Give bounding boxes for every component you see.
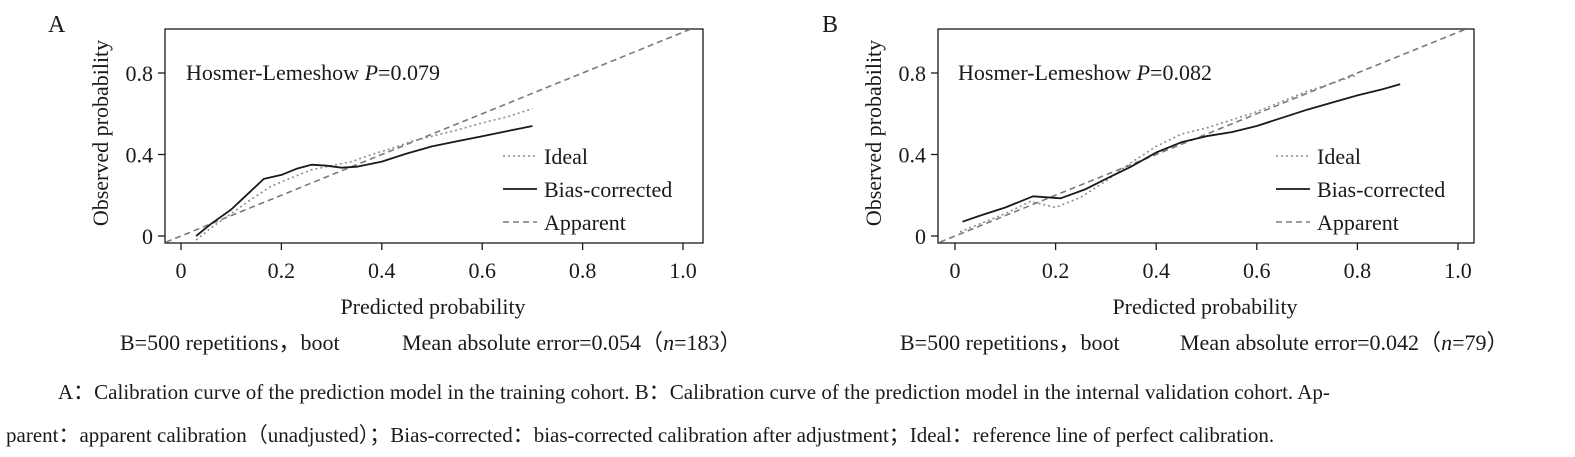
bootstrap-note: B=500 repetitions，boot [120,330,340,355]
mean-absolute-error-note: Mean absolute error=0.054（n=183） [402,330,741,355]
x-axis-title: Predicted probability [1112,294,1297,319]
legend-label-bias-corrected: Bias-corrected [544,177,672,202]
legend-label-apparent: Apparent [1317,210,1399,235]
series-line-apparent [939,29,1469,243]
x-tick-label: 0.6 [1243,258,1271,283]
figure-caption-line-2: parent：apparent calibration（unadjusted）；… [6,423,1275,447]
x-tick-label: 0 [950,258,961,283]
x-tick-label: 0.2 [1042,258,1070,283]
calibration-charts: A 0 0.2 0.4 0.6 0.8 1.0 0 0.4 0.8 Predicted probab… [48,12,1508,355]
x-tick-label: 0.4 [1142,258,1170,283]
y-tick-label: 0.8 [126,61,154,86]
hosmer-lemeshow-annotation: Hosmer-Lemeshow P=0.079 [186,60,440,85]
x-tick-label: 0.2 [268,258,296,283]
legend-label-ideal: Ideal [544,144,588,169]
x-axis-title: Predicted probability [340,294,525,319]
panel-label: A [48,12,66,38]
series-line-bias-corrected [195,125,533,237]
hosmer-lemeshow-annotation: Hosmer-Lemeshow P=0.082 [958,60,1212,85]
bootstrap-note: B=500 repetitions，boot [900,330,1120,355]
legend-label-bias-corrected: Bias-corrected [1317,177,1445,202]
x-tick-label: 0 [176,258,187,283]
series-line-apparent [165,29,694,243]
series-lines [165,29,694,243]
y-tick-label: 0.4 [899,143,927,168]
legend: Ideal Bias-corrected Apparent [1276,144,1445,235]
chart-panel-b: B 0 0.2 0.4 0.6 0.8 1.0 0 0.4 0.8 Predicted probab… [822,12,1508,355]
y-tick-label: 0 [142,224,153,249]
series-line-bias-corrected [962,83,1401,223]
y-tick-label: 0.8 [899,61,927,86]
x-tick-label: 1.0 [669,258,697,283]
series-line-ideal [959,74,1358,233]
x-tick-label: 0.8 [1344,258,1372,283]
plot-frame [937,28,1475,244]
y-tick-label: 0 [915,224,926,249]
mean-absolute-error-note: Mean absolute error=0.042（n=79） [1180,330,1508,355]
y-tick-label: 0.4 [126,143,154,168]
legend-label-apparent: Apparent [544,210,626,235]
series-lines [939,29,1469,243]
figure-caption-line-1: A：Calibration curve of the prediction mo… [58,380,1330,404]
x-tick-label: 0.4 [368,258,396,283]
panel-label: B [822,12,838,38]
chart-panel-a: A 0 0.2 0.4 0.6 0.8 1.0 0 0.4 0.8 Predicted probab… [48,12,741,355]
x-tick-label: 0.8 [569,258,597,283]
x-tick-label: 0.6 [468,258,496,283]
legend: Ideal Bias-corrected Apparent [503,144,672,235]
series-line-ideal [195,107,533,241]
y-axis-title: Observed probability [88,40,113,226]
legend-label-ideal: Ideal [1317,144,1361,169]
plot-frame [164,28,704,244]
x-tick-label: 1.0 [1444,258,1472,283]
y-axis-title: Observed probability [861,40,886,226]
